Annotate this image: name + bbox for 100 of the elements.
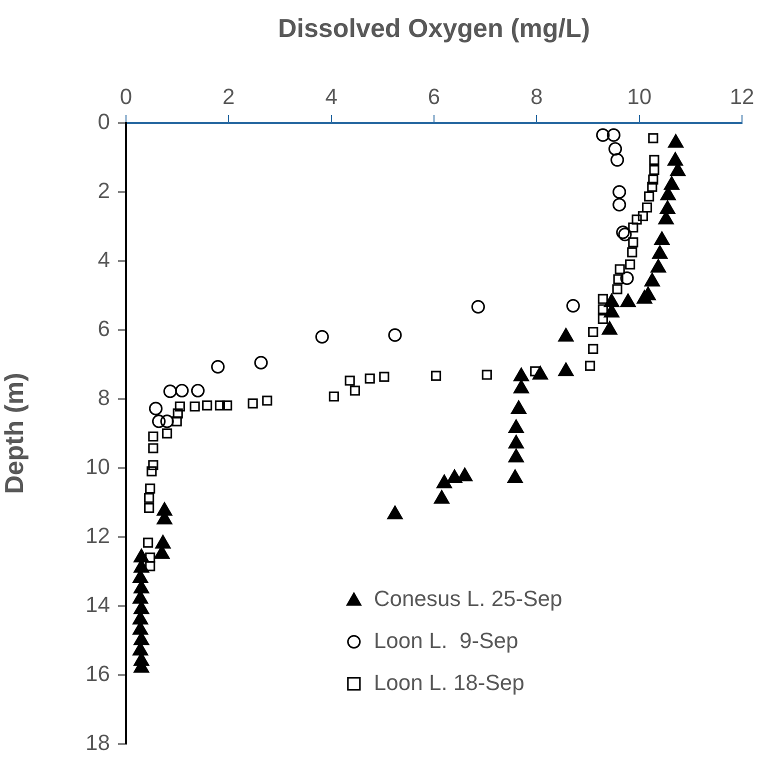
point xyxy=(625,259,636,270)
legend-label: Loon L. 18-Sep xyxy=(374,670,524,695)
point xyxy=(648,133,658,144)
point xyxy=(143,538,154,548)
point xyxy=(514,380,529,394)
point xyxy=(431,370,442,381)
x-tick-label: 2 xyxy=(222,84,235,109)
point xyxy=(328,391,339,402)
point xyxy=(144,502,154,513)
point xyxy=(608,142,622,156)
point xyxy=(364,374,375,384)
point xyxy=(175,384,189,398)
point xyxy=(434,490,450,504)
point xyxy=(632,214,642,225)
point xyxy=(644,191,654,202)
legend-label: Loon L. 9-Sep xyxy=(374,628,518,653)
x-tick-label: 8 xyxy=(530,84,543,109)
point xyxy=(558,328,574,342)
point xyxy=(612,198,626,212)
point xyxy=(446,469,462,484)
point xyxy=(202,400,212,411)
point xyxy=(211,360,225,374)
point xyxy=(558,362,574,376)
point xyxy=(163,384,177,398)
point xyxy=(585,360,596,371)
point xyxy=(148,443,158,454)
point xyxy=(155,534,171,549)
x-tick-label: 10 xyxy=(627,84,652,109)
point xyxy=(145,484,156,494)
point xyxy=(598,314,608,324)
point xyxy=(134,548,150,562)
point xyxy=(614,264,625,274)
point xyxy=(387,506,403,520)
x-tick-label: 6 xyxy=(428,84,440,109)
point xyxy=(642,202,652,213)
point xyxy=(613,274,624,284)
point xyxy=(379,372,390,382)
point xyxy=(191,384,205,398)
point xyxy=(262,396,272,406)
point xyxy=(510,400,526,414)
legend-label: Conesus L. 25-Sep xyxy=(374,586,562,611)
y-tick-label: 6 xyxy=(98,316,110,341)
point xyxy=(344,376,355,386)
point xyxy=(388,328,402,342)
point xyxy=(596,128,610,142)
point xyxy=(532,366,548,380)
point xyxy=(627,247,638,258)
point xyxy=(508,419,524,434)
point xyxy=(628,237,638,248)
point xyxy=(248,398,258,408)
point xyxy=(222,400,232,411)
y-tick-label: 8 xyxy=(98,384,110,410)
x-tick-label: 4 xyxy=(325,84,338,109)
point xyxy=(588,344,598,354)
point xyxy=(612,185,626,199)
point xyxy=(471,300,485,314)
y-axis-title: Depth (m) xyxy=(0,372,29,494)
point xyxy=(172,408,183,418)
point xyxy=(508,434,524,449)
x-tick-label: 0 xyxy=(120,84,132,109)
y-tick-label: 10 xyxy=(86,454,110,479)
point xyxy=(148,402,163,416)
point xyxy=(598,294,608,304)
x-axis-title: Dissolved Oxygen (mg/L) xyxy=(278,12,590,43)
y-tick-label: 4 xyxy=(98,247,110,272)
point xyxy=(315,330,329,344)
point xyxy=(588,326,598,338)
point xyxy=(514,368,529,382)
point xyxy=(508,448,524,462)
point xyxy=(162,428,172,438)
point xyxy=(612,284,622,294)
point xyxy=(190,401,200,412)
point xyxy=(649,164,660,175)
point xyxy=(214,400,225,411)
y-tick-label: 16 xyxy=(86,660,110,686)
point xyxy=(457,468,473,482)
point xyxy=(146,466,157,476)
point xyxy=(649,154,660,165)
point xyxy=(620,271,634,285)
y-tick-label: 2 xyxy=(98,178,110,204)
point xyxy=(144,492,154,503)
point xyxy=(482,370,492,380)
y-tick-label: 12 xyxy=(86,522,110,548)
point xyxy=(436,474,452,488)
y-tick-label: 14 xyxy=(86,592,110,617)
y-tick-label: 18 xyxy=(86,730,110,755)
point xyxy=(148,431,158,442)
point xyxy=(598,304,608,314)
point xyxy=(148,460,158,470)
point xyxy=(350,386,360,396)
point xyxy=(638,211,648,222)
x-tick-label: 12 xyxy=(730,84,754,109)
point xyxy=(174,401,185,412)
point xyxy=(647,182,658,192)
point xyxy=(610,153,624,167)
point xyxy=(254,356,268,370)
point xyxy=(566,298,580,313)
point xyxy=(628,222,638,233)
point xyxy=(606,128,620,142)
point xyxy=(648,174,658,185)
